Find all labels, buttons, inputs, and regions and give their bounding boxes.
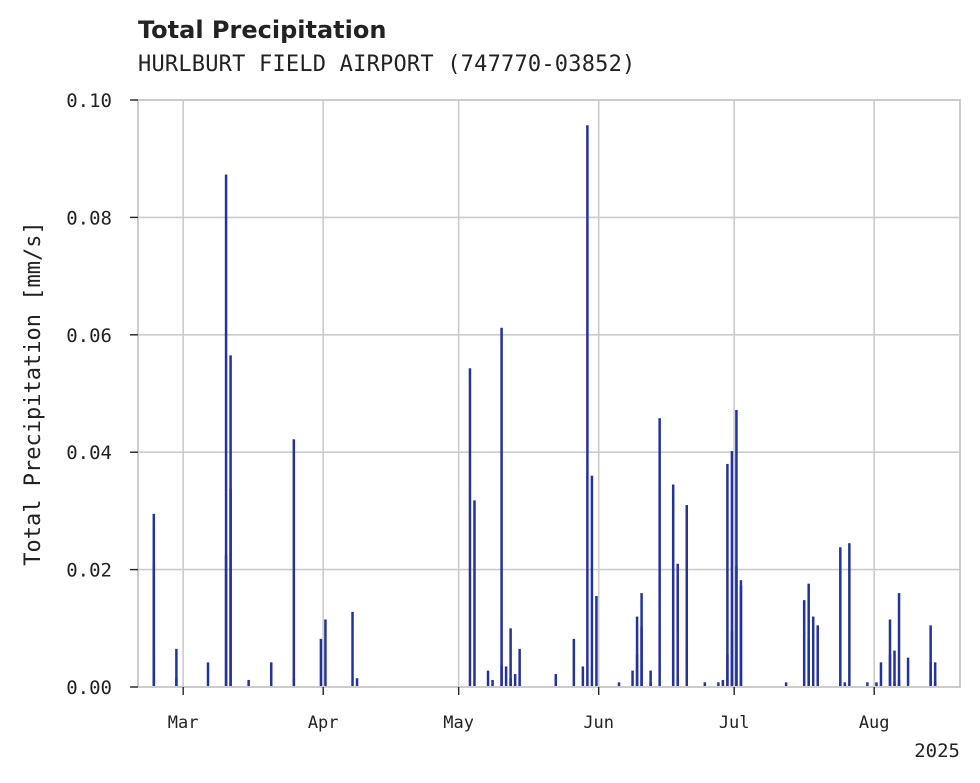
precipitation-bar <box>730 451 734 687</box>
precipitation-bar <box>929 625 932 687</box>
precipitation-bar <box>721 679 725 687</box>
y-tick-label: 0.02 <box>66 560 112 582</box>
precipitation-bar <box>518 648 521 687</box>
precipitation-bar <box>717 682 720 687</box>
x-tick-label: Mar <box>168 713 199 733</box>
x-tick-label: May <box>443 713 474 733</box>
precipitation-bar <box>816 625 819 687</box>
precipitation-bar <box>888 654 892 687</box>
year-label: 2025 <box>914 740 960 762</box>
precipitation-bar <box>319 638 323 687</box>
precipitation-bar <box>671 638 675 687</box>
precipitation-bar <box>206 662 210 687</box>
y-tick-label: 0.06 <box>66 325 112 347</box>
precipitation-bar <box>590 475 594 687</box>
chart-subtitle: HURLBURT FIELD AIRPORT (747770-03852) <box>138 52 636 77</box>
precipitation-bar <box>676 563 679 687</box>
x-tick-label: Aug <box>859 713 890 733</box>
precipitation-bar <box>509 678 512 687</box>
grid-lines <box>138 99 960 688</box>
precipitation-bar <box>703 682 707 687</box>
precipitation-bars <box>152 125 937 688</box>
precipitation-bar <box>784 682 788 687</box>
precipitation-bar <box>893 682 896 687</box>
precipitation-bar <box>888 619 892 687</box>
precipitation-bar <box>468 368 472 687</box>
precipitation-bar <box>893 650 896 687</box>
precipitation-bar <box>658 418 661 687</box>
precipitation-bar <box>269 662 273 687</box>
precipitation-bar <box>848 543 851 687</box>
precipitation-bar <box>247 679 250 687</box>
precipitation-bar <box>866 682 869 687</box>
precipitation-bar <box>906 657 910 687</box>
precipitation-bar <box>671 484 675 687</box>
precipitation-bar <box>843 682 847 687</box>
precipitation-bar <box>730 631 734 687</box>
precipitation-bar <box>595 596 598 687</box>
x-tick-label: Jun <box>583 713 614 733</box>
plot-frame <box>137 99 961 688</box>
precipitation-bar <box>897 593 901 687</box>
precipitation-bar <box>879 662 883 687</box>
precipitation-bar <box>933 662 937 687</box>
precipitation-bar <box>933 682 937 687</box>
precipitation-bar <box>811 616 815 687</box>
precipitation-bar <box>617 682 621 687</box>
precipitation-bar <box>509 628 512 687</box>
x-axis-ticks: Mar Apr May Jun Jul Aug <box>168 687 890 733</box>
precipitation-bar <box>351 611 354 687</box>
precipitation-bar <box>726 463 729 687</box>
y-tick-label: 0.04 <box>66 442 112 464</box>
y-tick-label: 0.08 <box>66 207 112 229</box>
chart-title: Total Precipitation <box>138 16 387 44</box>
x-tick-label: Apr <box>308 713 339 733</box>
precipitation-bar <box>839 547 842 687</box>
y-axis-label: Total Precipitation [mm/s] <box>21 221 46 565</box>
precipitation-bar <box>635 616 639 687</box>
precipitation-bar <box>631 670 634 687</box>
precipitation-bar <box>735 566 738 687</box>
precipitation-bar <box>572 638 576 687</box>
precipitation-bar <box>500 664 503 687</box>
precipitation-bar <box>839 682 842 687</box>
precipitation-bar <box>473 500 476 687</box>
x-tick-label: Jul <box>719 713 750 733</box>
precipitation-bar <box>500 327 503 687</box>
precipitation-bar <box>802 600 806 687</box>
precipitation-bar <box>685 505 689 687</box>
y-tick-label: 0.00 <box>66 677 112 699</box>
precipitation-bar <box>324 619 327 687</box>
precipitation-bar <box>355 678 359 687</box>
precipitation-bar <box>649 670 652 687</box>
y-tick-label: 0.10 <box>66 90 112 112</box>
precipitation-bar <box>807 583 810 687</box>
precipitation-bar <box>229 488 232 687</box>
precipitation-bar <box>504 666 508 687</box>
precipitation-bar <box>735 409 738 687</box>
precipitation-bar <box>491 679 494 687</box>
y-axis-ticks: 0.00 0.02 0.04 0.06 0.08 0.10 <box>66 90 138 699</box>
precipitation-bar <box>224 174 228 687</box>
precipitation-bar <box>586 125 589 688</box>
precipitation-bar <box>739 586 743 687</box>
precipitation-bar <box>554 674 558 687</box>
precipitation-bar <box>513 674 517 687</box>
precipitation-bar <box>292 439 296 687</box>
precipitation-bar <box>581 666 585 687</box>
precipitation-bar <box>175 648 178 687</box>
precipitation-bar <box>152 563 156 687</box>
precipitation-bar <box>676 678 679 687</box>
precipitation-bar <box>640 627 643 687</box>
precipitation-bar <box>486 670 490 687</box>
precipitation-bar <box>875 682 878 687</box>
